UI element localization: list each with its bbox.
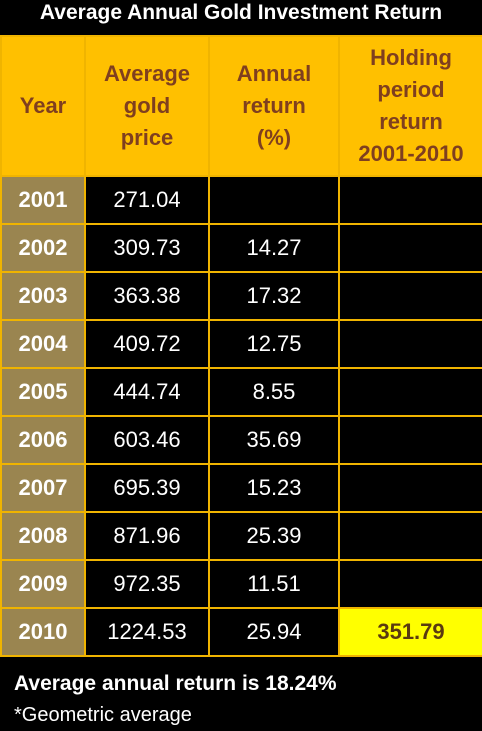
holding-return-cell: 351.79: [338, 607, 482, 657]
holding-return-cell: [338, 175, 482, 225]
year-cell: 2008: [0, 511, 86, 561]
price-cell: 695.39: [84, 463, 210, 513]
price-cell: 972.35: [84, 559, 210, 609]
year-cell: 2003: [0, 271, 86, 321]
year-cell: 2001: [0, 175, 86, 225]
price-cell: 409.72: [84, 319, 210, 369]
year-cell: 2009: [0, 559, 86, 609]
column-header-holding-period: Holding period return 2001-2010: [338, 35, 482, 177]
column-header-annual-return: Annual return (%): [208, 35, 340, 177]
annual-return-cell: 11.51: [208, 559, 340, 609]
holding-return-cell: [338, 319, 482, 369]
table-row: 2009 972.35 11.51: [0, 559, 482, 609]
annual-return-cell: 8.55: [208, 367, 340, 417]
year-cell: 2007: [0, 463, 86, 513]
annual-return-cell: [208, 175, 340, 225]
table-row: 2010 1224.53 25.94 351.79: [0, 607, 482, 657]
footnote: *Geometric average: [14, 704, 192, 726]
table-row: 2001 271.04: [0, 175, 482, 225]
year-cell: 2010: [0, 607, 86, 657]
table-header-row: Year Average gold price Annual return (%…: [0, 35, 482, 177]
price-cell: 871.96: [84, 511, 210, 561]
holding-return-cell: [338, 415, 482, 465]
page-title: Average Annual Gold Investment Return: [39, 1, 443, 24]
table-row: 2004 409.72 12.75: [0, 319, 482, 369]
annual-return-cell: 14.27: [208, 223, 340, 273]
annual-return-cell: 25.39: [208, 511, 340, 561]
year-cell: 2002: [0, 223, 86, 273]
annual-return-cell: 25.94: [208, 607, 340, 657]
annual-return-cell: 17.32: [208, 271, 340, 321]
holding-return-cell: [338, 367, 482, 417]
holding-return-cell: [338, 463, 482, 513]
year-cell: 2006: [0, 415, 86, 465]
price-cell: 1224.53: [84, 607, 210, 657]
table-row: 2006 603.46 35.69: [0, 415, 482, 465]
column-header-year: Year: [0, 35, 86, 177]
annual-return-cell: 35.69: [208, 415, 340, 465]
price-cell: 309.73: [84, 223, 210, 273]
annual-return-cell: 12.75: [208, 319, 340, 369]
price-cell: 603.46: [84, 415, 210, 465]
table-row: 2008 871.96 25.39: [0, 511, 482, 561]
price-cell: 363.38: [84, 271, 210, 321]
holding-return-cell: [338, 559, 482, 609]
holding-return-cell: [338, 223, 482, 273]
gold-return-table: Year Average gold price Annual return (%…: [0, 35, 482, 657]
table-row: 2002 309.73 14.27: [0, 223, 482, 273]
table-row: 2003 363.38 17.32: [0, 271, 482, 321]
annual-return-cell: 15.23: [208, 463, 340, 513]
average-return-summary: Average annual return is 18.24%: [14, 672, 337, 695]
holding-return-cell: [338, 511, 482, 561]
price-cell: 271.04: [84, 175, 210, 225]
holding-return-cell: [338, 271, 482, 321]
column-header-price: Average gold price: [84, 35, 210, 177]
price-cell: 444.74: [84, 367, 210, 417]
table-row: 2005 444.74 8.55: [0, 367, 482, 417]
table-row: 2007 695.39 15.23: [0, 463, 482, 513]
year-cell: 2004: [0, 319, 86, 369]
year-cell: 2005: [0, 367, 86, 417]
